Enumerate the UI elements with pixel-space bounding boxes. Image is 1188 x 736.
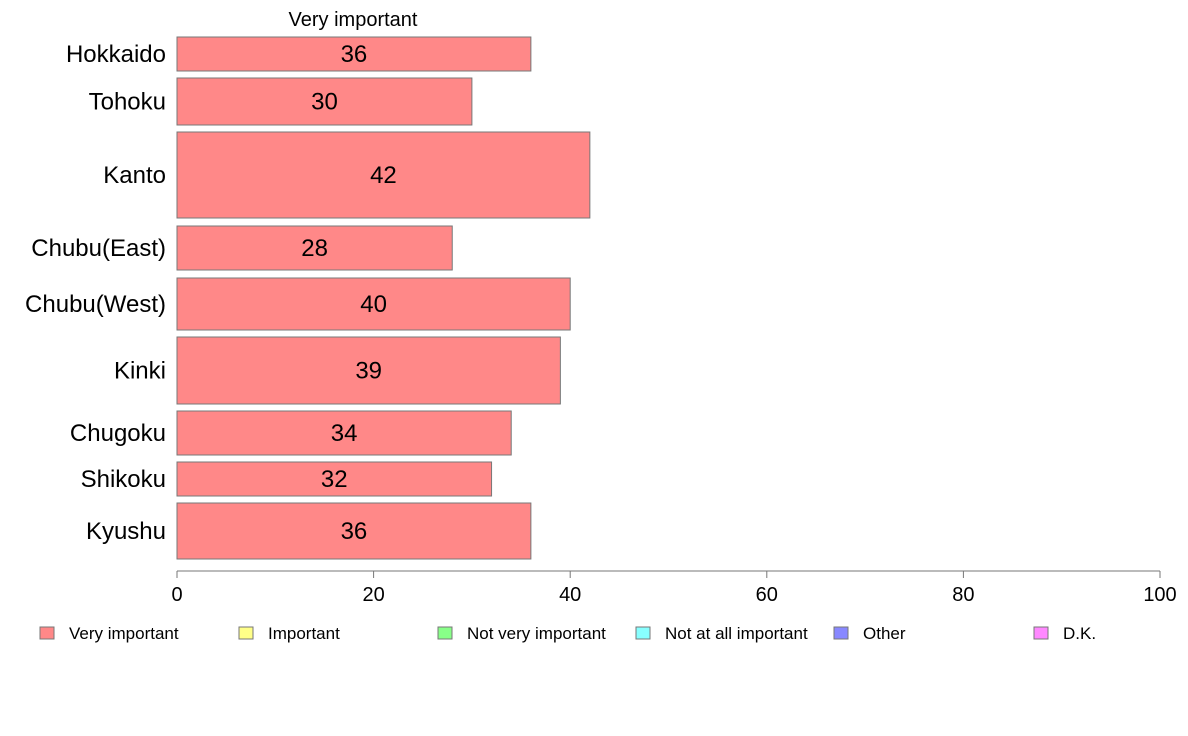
legend-label: Not at all important — [665, 624, 808, 643]
data-label: 40 — [360, 291, 387, 318]
data-label: 36 — [341, 41, 368, 68]
x-axis: 0 20 40 60 80 100 — [171, 570, 1177, 606]
category-label: Hokkaido — [66, 41, 166, 68]
x-tick-label: 40 — [559, 584, 581, 606]
legend-label: Other — [863, 624, 906, 643]
bar — [176, 225, 453, 271]
x-tick-label: 60 — [756, 584, 778, 606]
category-label: Kanto — [103, 162, 166, 189]
legend-swatch — [1033, 626, 1049, 640]
data-label: 30 — [311, 89, 338, 116]
category-label: Tohoku — [89, 89, 166, 116]
legend-label: Important — [268, 624, 340, 643]
legend-swatch — [635, 626, 651, 640]
data-label: 42 — [370, 162, 397, 189]
bar — [176, 277, 571, 331]
category-label: Chubu(West) — [25, 291, 166, 318]
legend-swatch — [238, 626, 254, 640]
x-tick-label: 0 — [171, 584, 182, 606]
legend-label: Very important — [69, 624, 179, 643]
data-label: 34 — [331, 420, 358, 447]
data-label: 28 — [301, 235, 328, 262]
bar — [176, 410, 512, 456]
series-header-label: Very important — [289, 9, 418, 31]
x-tick-label: 100 — [1143, 584, 1176, 606]
legend: Very important Important Not very importan… — [39, 624, 1096, 643]
legend-label: D.K. — [1063, 624, 1096, 643]
bars-group: Hokkaido 36 Tohoku 30 Kanto 42 Chubu(East) 28 Ch… — [25, 36, 591, 560]
x-tick-label: 80 — [952, 584, 974, 606]
category-label: Kinki — [114, 358, 166, 385]
bar — [176, 336, 561, 405]
bar — [176, 36, 532, 72]
legend-swatch — [39, 626, 55, 640]
data-label: 36 — [341, 518, 368, 545]
legend-swatch — [833, 626, 849, 640]
x-tick-label: 20 — [362, 584, 384, 606]
bar — [176, 502, 532, 560]
category-label: Shikoku — [81, 466, 166, 493]
category-label: Chubu(East) — [31, 235, 166, 262]
bar — [176, 461, 493, 497]
bar — [176, 77, 473, 126]
legend-label: Not very important — [467, 624, 606, 643]
data-label: 32 — [321, 466, 348, 493]
category-label: Kyushu — [86, 518, 166, 545]
category-label: Chugoku — [70, 420, 166, 447]
bar — [176, 131, 591, 219]
data-label: 39 — [355, 358, 382, 385]
legend-swatch — [437, 626, 453, 640]
